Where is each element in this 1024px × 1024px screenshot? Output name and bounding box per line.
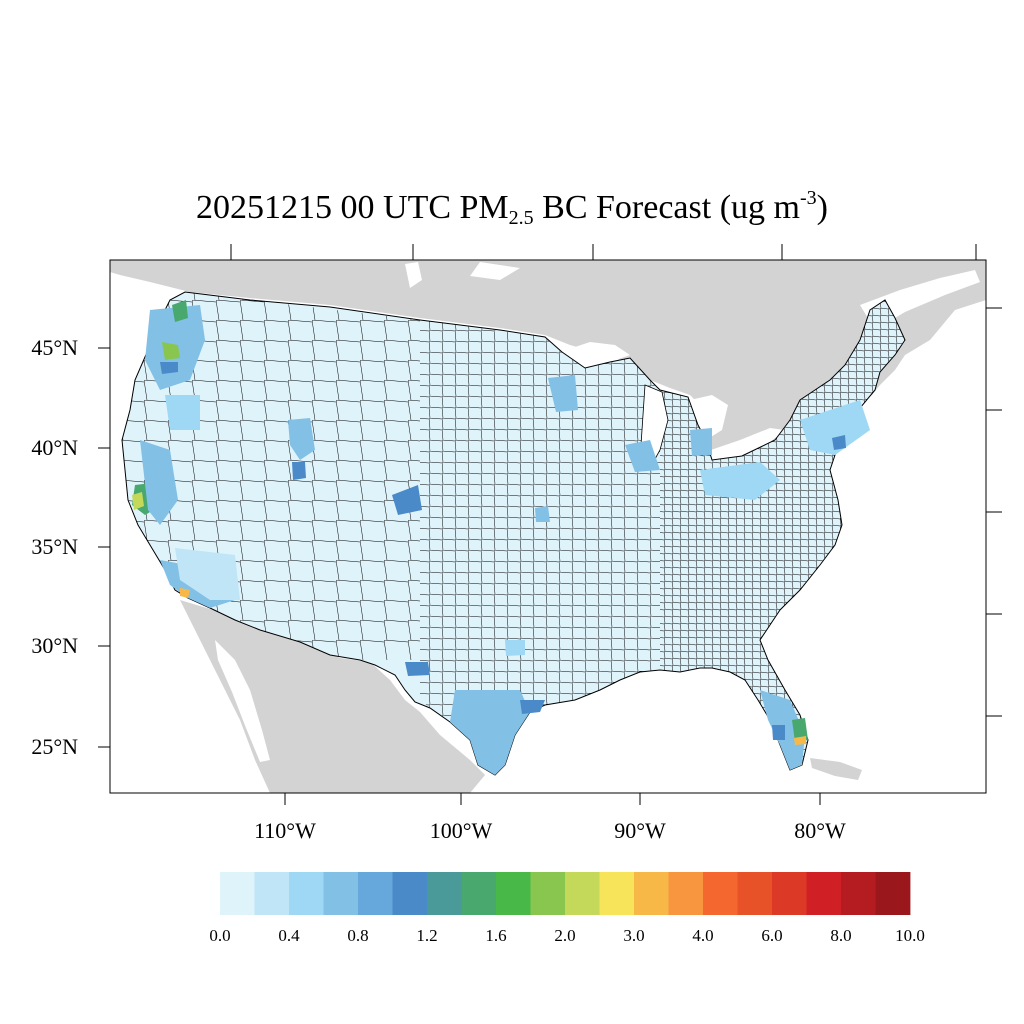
- patch-tampa: [772, 725, 785, 740]
- patch-portland: [162, 342, 180, 360]
- colorbar-tick-label: 1.6: [485, 926, 507, 945]
- patch-minneapolis: [548, 375, 578, 412]
- map-title: 20251215 00 UTC PM2.5 BC Forecast (ug m-…: [196, 187, 828, 229]
- lake-superior: [560, 342, 630, 368]
- colorbar-swatch: [703, 872, 738, 915]
- colorbar-tick-label: 0.4: [278, 926, 300, 945]
- patch-dallas: [505, 640, 525, 656]
- colorbar-tick-label: 1.2: [416, 926, 438, 945]
- lon-label-100w: 100°W: [429, 818, 493, 843]
- map-frame: [109, 259, 987, 794]
- county-mesh-central: [420, 320, 660, 775]
- colorbar-swatch: [496, 872, 531, 915]
- lat-label-45: 45°N: [31, 335, 78, 360]
- lat-label-30: 30°N: [31, 633, 78, 658]
- canada-land: [110, 260, 986, 458]
- patch-utah: [288, 418, 315, 460]
- colorbar-tick-label: 6.0: [761, 926, 783, 945]
- colorbar-swatch: [358, 872, 393, 915]
- colorbar-tick-label: 0.0: [209, 926, 231, 945]
- patch-slc: [292, 462, 306, 480]
- patch-central-valley: [140, 440, 178, 525]
- lat-label-40: 40°N: [31, 435, 78, 460]
- colorbar-swatch: [599, 872, 635, 915]
- patch-south-texas: [450, 690, 530, 775]
- patch-kc: [535, 506, 550, 522]
- lon-label-90w: 90°W: [614, 818, 666, 843]
- concentration-patches: [132, 300, 870, 775]
- colorbar-swatch: [668, 872, 704, 915]
- patch-miami: [792, 718, 808, 742]
- colorbar-swatch: [565, 872, 600, 915]
- colorbar-swatch: [875, 872, 911, 915]
- patch-seattle: [172, 300, 188, 322]
- colorbar-tick-label: 0.8: [347, 926, 369, 945]
- colorbar-swatch: [530, 872, 566, 915]
- colorbar-tick-label: 8.0: [830, 926, 852, 945]
- colorbar-tick-label: 3.0: [623, 926, 645, 945]
- patch-miami-core: [794, 736, 806, 745]
- lake-ontario-erie: [705, 428, 785, 460]
- lake-winnipeg: [405, 262, 422, 288]
- colorbar-swatch: [634, 872, 669, 915]
- patch-northeast: [800, 400, 870, 455]
- lon-label-80w: 80°W: [794, 818, 846, 843]
- colorbar-tick-label: 2.0: [554, 926, 576, 945]
- hudson-bay-inlet: [470, 262, 520, 280]
- patch-willamette: [160, 362, 178, 374]
- lat-label-35: 35°N: [31, 534, 78, 559]
- patch-bay-core: [132, 492, 144, 510]
- colorbar: [220, 872, 911, 915]
- colorbar-swatch: [323, 872, 359, 915]
- patch-san-antonio: [405, 662, 430, 676]
- colorbar-swatch: [737, 872, 773, 915]
- colorbar-swatch: [461, 872, 497, 915]
- patch-houston: [520, 700, 545, 714]
- cuba-land: [810, 758, 862, 780]
- patch-la: [180, 588, 190, 598]
- patch-detroit: [690, 428, 712, 456]
- patch-denver: [392, 485, 422, 515]
- colorbar-swatch: [392, 872, 428, 915]
- patch-oregon-mid: [165, 395, 200, 430]
- colorbar-swatch: [220, 872, 255, 915]
- colorbar-swatch: [841, 872, 876, 915]
- colorbar-swatch: [806, 872, 842, 915]
- colorbar-swatch: [772, 872, 807, 915]
- colorbar-tick-label: 4.0: [692, 926, 714, 945]
- colorbar-swatch: [427, 872, 462, 915]
- lon-label-110w: 110°W: [254, 818, 316, 843]
- colorbar-tick-label: 10.0: [895, 926, 925, 945]
- patch-new-york: [832, 435, 846, 450]
- colorbar-swatch: [289, 872, 324, 915]
- frame-ticks: [98, 244, 1002, 805]
- conus-counties: [121, 291, 906, 776]
- colorbar-swatch: [254, 872, 290, 915]
- patch-mojave: [175, 548, 240, 600]
- baja-gulf: [215, 640, 270, 762]
- patch-chicago: [625, 440, 660, 472]
- lat-label-25: 25°N: [31, 734, 78, 759]
- patch-ohio: [700, 462, 780, 500]
